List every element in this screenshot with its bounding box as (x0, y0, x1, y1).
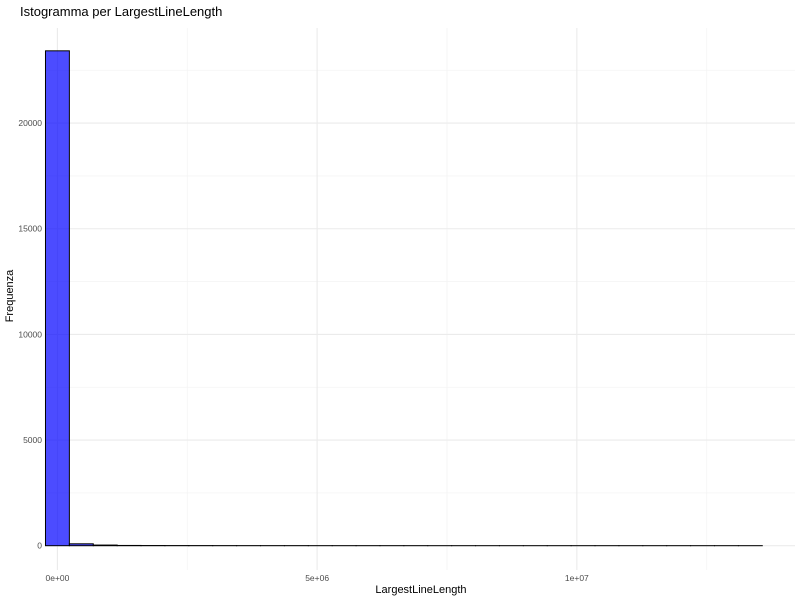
x-tick-label: 1e+07 (565, 573, 589, 583)
histogram-bar (44, 50, 70, 547)
y-tick-label: 15000 (18, 224, 42, 234)
y-tick-label: 0 (37, 541, 42, 551)
histogram-bar (68, 543, 94, 547)
y-axis-ticks: 0 5000 10000 15000 20000 (18, 118, 42, 551)
x-tick-label: 0e+00 (45, 573, 69, 583)
x-tick-label: 5e+06 (305, 573, 329, 583)
histogram-bars (44, 50, 763, 547)
y-tick-label: 20000 (18, 118, 42, 128)
histogram-bar (92, 544, 118, 547)
y-tick-label: 10000 (18, 329, 42, 339)
x-axis-ticks: 0e+00 5e+06 1e+07 (45, 573, 589, 583)
x-axis-title: LargestLineLength (375, 584, 466, 596)
grid (46, 28, 795, 570)
y-axis-title: Frequenza (4, 269, 16, 322)
chart-title: Istogramma per LargestLineLength (20, 4, 222, 19)
y-tick-label: 5000 (23, 435, 42, 445)
